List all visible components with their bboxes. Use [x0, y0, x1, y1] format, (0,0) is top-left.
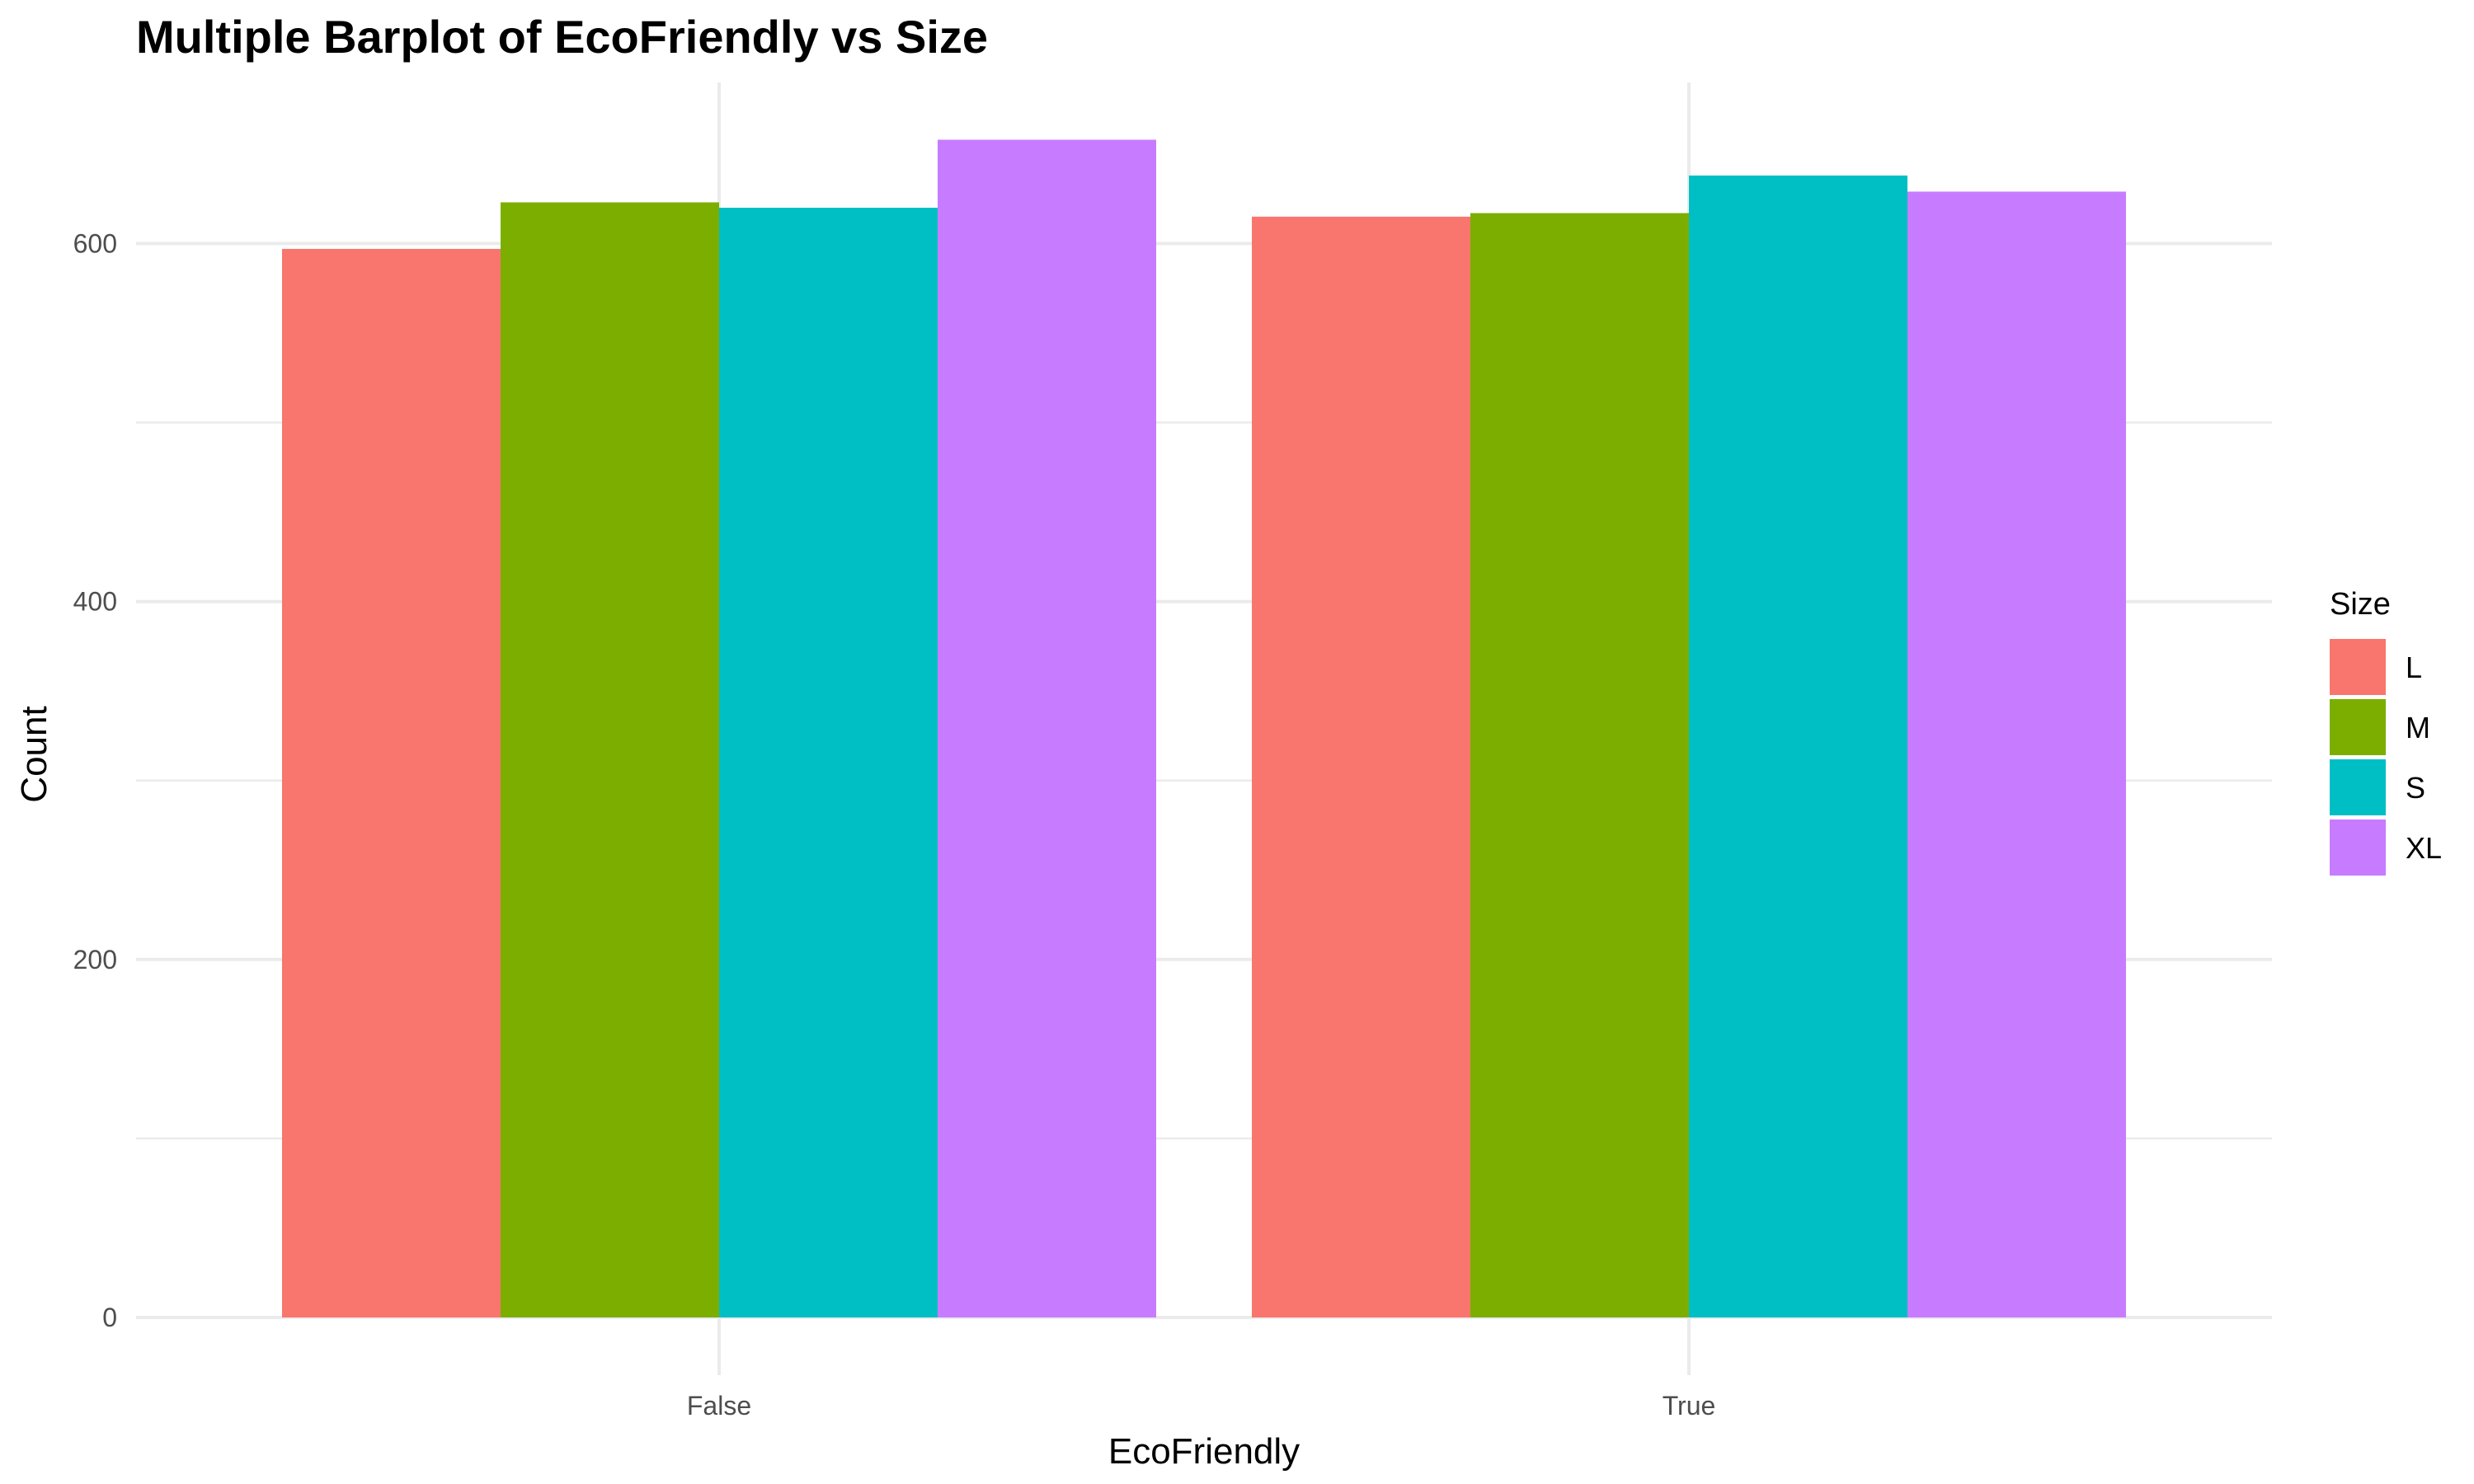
x-tick-labels: False True — [687, 1391, 1715, 1421]
y-tick-label: 400 — [73, 587, 117, 617]
bars — [282, 139, 2126, 1318]
legend-title: Size — [2330, 587, 2391, 622]
legend-label: XL — [2406, 831, 2442, 865]
legend-key — [2330, 759, 2386, 815]
y-tick-label: 600 — [73, 228, 117, 258]
legend-label: S — [2406, 771, 2425, 805]
bar-false-xl — [938, 139, 1156, 1318]
legend-key — [2330, 699, 2386, 755]
legend-item-m: M — [2330, 699, 2430, 755]
x-tick-label: True — [1663, 1391, 1716, 1421]
x-tick-label: False — [687, 1391, 751, 1421]
bar-false-s — [719, 207, 938, 1318]
legend-key — [2330, 819, 2386, 876]
x-axis-title: EcoFriendly — [1108, 1431, 1300, 1472]
bar-true-s — [1689, 175, 1907, 1318]
y-tick-labels: 0 200 400 600 — [73, 228, 117, 1332]
bar-false-l — [282, 248, 501, 1318]
y-axis-title: Count — [14, 706, 54, 802]
legend-item-l: L — [2330, 639, 2422, 695]
legend-label: L — [2406, 650, 2422, 684]
legend-item-xl: XL — [2330, 819, 2442, 876]
legend-key — [2330, 639, 2386, 695]
legend-label: M — [2406, 711, 2430, 744]
legend-item-s: S — [2330, 759, 2425, 815]
chart-title: Multiple Barplot of EcoFriendly vs Size — [136, 11, 988, 63]
y-tick-label: 200 — [73, 945, 117, 974]
bar-true-xl — [1907, 191, 2126, 1317]
y-tick-label: 0 — [102, 1303, 117, 1332]
bar-true-l — [1252, 216, 1470, 1318]
legend: Size LMS XL — [2330, 587, 2442, 876]
bar-true-m — [1470, 213, 1689, 1317]
bar-false-m — [501, 202, 719, 1317]
